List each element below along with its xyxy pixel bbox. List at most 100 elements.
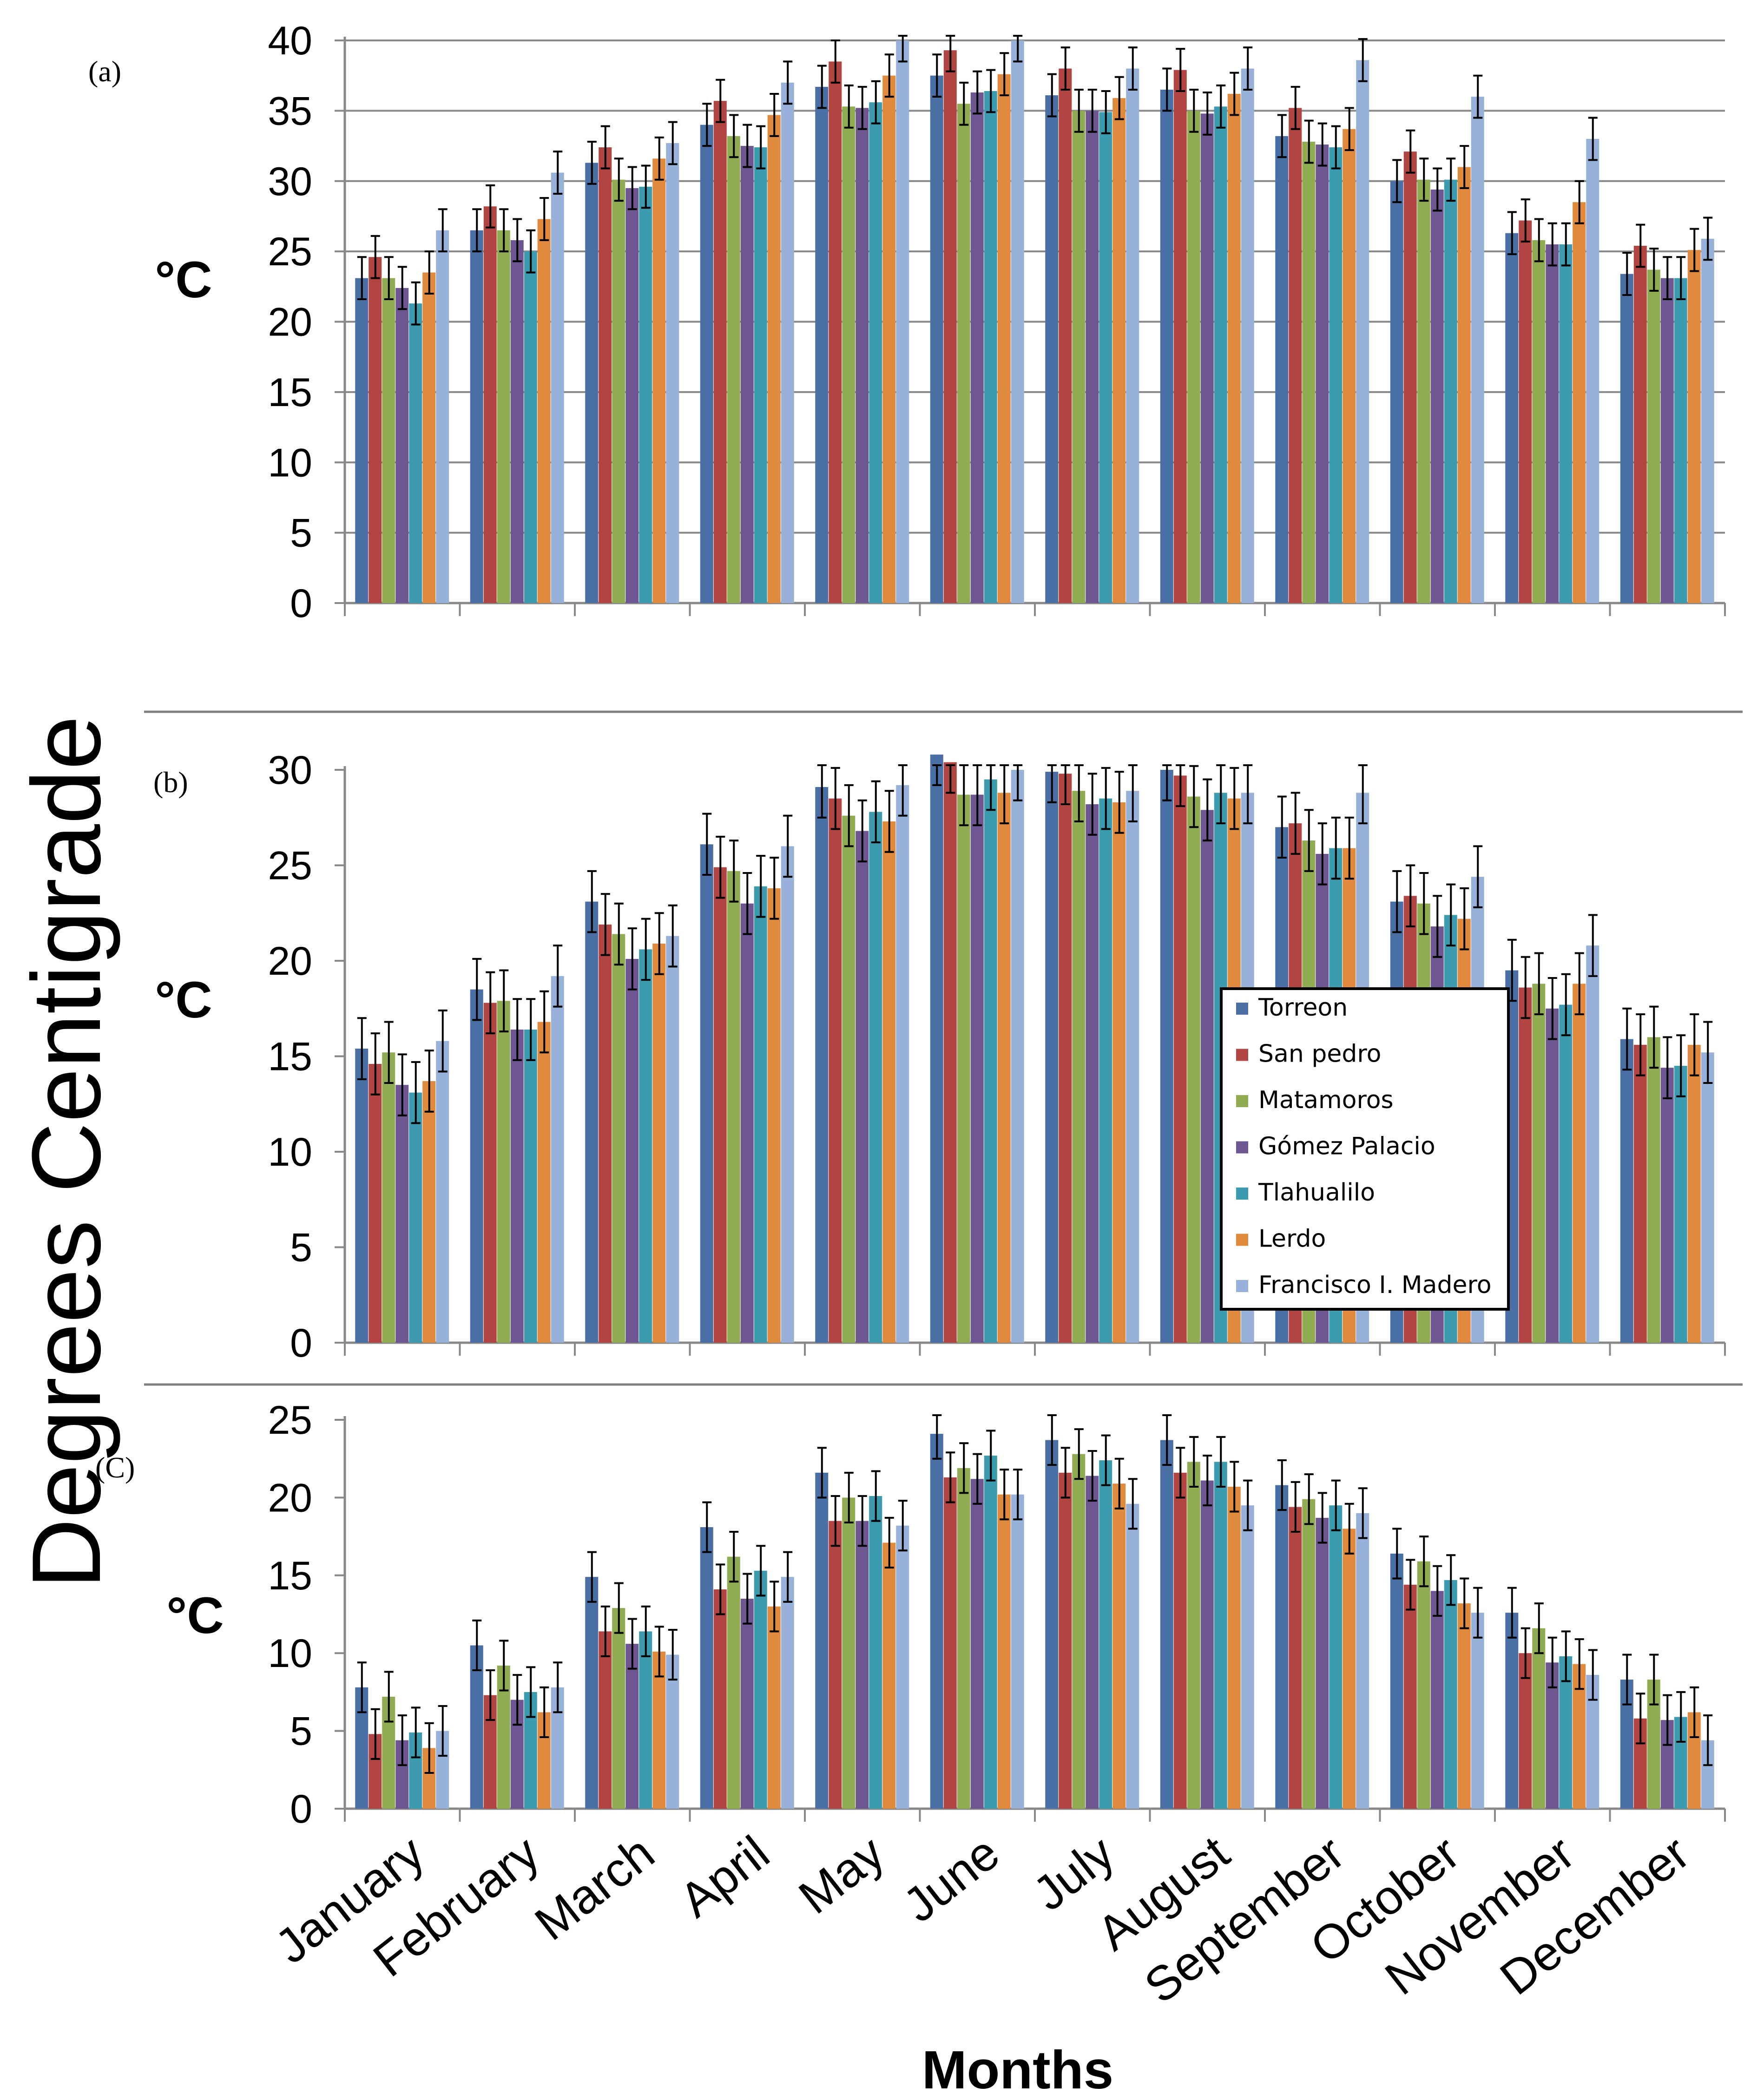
bar-2-san-pedro-3 [713, 867, 727, 1343]
bar-1-g-mez-palacio-6 [1086, 111, 1099, 603]
bar-2-tlahualilo-6 [1099, 798, 1112, 1343]
bar-1-san-pedro-10 [1519, 220, 1532, 603]
shared-y-axis-title: Degrees Centigrade [12, 715, 121, 1588]
bar-1-g-mez-palacio-1 [510, 240, 524, 603]
y-unit-label: °C [155, 971, 212, 1029]
bar-1-torreon-4 [815, 86, 829, 604]
legend: Torreon San pedro Matamoros Gómez Palacio Tl… [1220, 987, 1510, 1311]
bar-1-francisco-i-madero-11 [1701, 238, 1714, 603]
bar-2-tlahualilo-1 [524, 1029, 537, 1343]
bar-2-lerdo-11 [1687, 1044, 1701, 1343]
bar-1-san-pedro-5 [943, 50, 957, 603]
bar-1-lerdo-1 [537, 219, 551, 603]
bar-3-matamoros-7 [1187, 1462, 1200, 1809]
y-tick-label: 0 [290, 1321, 312, 1365]
legend-box [1220, 987, 1510, 1311]
bar-2-lerdo-3 [767, 888, 781, 1343]
bar-3-san-pedro-2 [599, 1631, 612, 1809]
bar-1-matamoros-10 [1532, 240, 1546, 603]
bar-2-lerdo-1 [537, 1022, 551, 1343]
bar-1-tlahualilo-4 [869, 102, 882, 604]
bar-1-tlahualilo-0 [409, 303, 422, 603]
bar-3-g-mez-palacio-5 [970, 1479, 984, 1809]
bar-2-torreon-6 [1045, 772, 1059, 1343]
legend-swatch [1236, 1188, 1248, 1200]
bar-3-torreon-2 [585, 1577, 599, 1809]
bar-2-matamoros-5 [957, 794, 970, 1343]
bar-2-matamoros-3 [727, 871, 740, 1343]
y-tick-label: 0 [290, 1787, 312, 1831]
bar-1-lerdo-0 [422, 272, 436, 603]
bar-2-tlahualilo-3 [754, 886, 767, 1343]
bar-1-torreon-9 [1390, 181, 1403, 603]
bar-3-francisco-i-madero-6 [1126, 1503, 1139, 1809]
bar-1-tlahualilo-6 [1099, 112, 1112, 604]
bar-2-torreon-11 [1620, 1039, 1633, 1343]
bar-3-francisco-i-madero-9 [1471, 1613, 1484, 1809]
y-tick-label: 25 [268, 230, 312, 274]
bar-1-torreon-3 [700, 125, 713, 603]
bar-3-matamoros-4 [842, 1497, 856, 1809]
bar-2-matamoros-7 [1187, 796, 1200, 1343]
bar-3-san-pedro-5 [943, 1477, 957, 1809]
bar-1-francisco-i-madero-4 [896, 40, 909, 603]
bar-2-san-pedro-4 [829, 798, 842, 1343]
bar-1-g-mez-palacio-8 [1316, 144, 1329, 603]
bar-3-g-mez-palacio-9 [1430, 1591, 1444, 1809]
bar-1-torreon-6 [1045, 95, 1059, 603]
y-tick-label: 10 [268, 440, 312, 485]
bar-2-francisco-i-madero-5 [1011, 770, 1024, 1343]
bar-1-lerdo-6 [1112, 98, 1126, 604]
bar-2-san-pedro-6 [1059, 774, 1072, 1343]
bar-3-torreon-10 [1505, 1613, 1519, 1809]
bar-1-matamoros-1 [497, 230, 510, 603]
bar-1-francisco-i-madero-1 [551, 172, 564, 604]
bar-1-torreon-1 [470, 230, 483, 603]
bar-1-g-mez-palacio-2 [625, 188, 639, 603]
bar-2-g-mez-palacio-11 [1660, 1068, 1674, 1343]
legend-swatch [1236, 1280, 1248, 1292]
bar-3-matamoros-9 [1417, 1561, 1430, 1809]
legend-entry: Torreon [1258, 994, 1348, 1022]
bar-1-g-mez-palacio-4 [856, 108, 869, 603]
y-tick-label: 35 [268, 89, 312, 133]
bar-3-san-pedro-6 [1059, 1472, 1072, 1809]
bar-2-francisco-i-madero-11 [1701, 1052, 1714, 1343]
y-tick-label: 10 [268, 1631, 312, 1676]
bar-1-tlahualilo-2 [639, 186, 652, 603]
bar-1-tlahualilo-9 [1444, 179, 1457, 603]
bar-1-francisco-i-madero-5 [1011, 40, 1024, 603]
bar-1-san-pedro-2 [599, 147, 612, 604]
legend-swatch [1236, 1003, 1248, 1015]
panel-1: 0 5 10 15 20 25 30 35 40 (a) °C [88, 19, 1726, 626]
bar-1-matamoros-5 [957, 104, 970, 603]
bar-3-g-mez-palacio-3 [740, 1599, 754, 1809]
bar-1-torreon-7 [1160, 89, 1173, 603]
bar-2-g-mez-palacio-7 [1200, 810, 1214, 1343]
bar-3-torreon-4 [815, 1472, 829, 1809]
bar-1-francisco-i-madero-0 [436, 230, 449, 603]
bar-1-francisco-i-madero-8 [1356, 60, 1369, 603]
bar-1-torreon-10 [1505, 233, 1519, 604]
bar-2-tlahualilo-2 [639, 949, 652, 1343]
bar-3-san-pedro-7 [1173, 1472, 1187, 1809]
bar-3-tlahualilo-9 [1444, 1580, 1457, 1809]
bar-3-torreon-1 [470, 1645, 483, 1809]
bar-1-san-pedro-7 [1173, 70, 1187, 603]
bar-1-tlahualilo-5 [984, 91, 997, 604]
bar-2-francisco-i-madero-2 [666, 936, 679, 1343]
bar-2-tlahualilo-4 [869, 812, 882, 1343]
bar-3-torreon-8 [1275, 1485, 1289, 1809]
bar-1-matamoros-2 [612, 179, 625, 603]
bar-1-san-pedro-1 [483, 206, 497, 603]
bar-2-tlahualilo-0 [409, 1092, 422, 1343]
bar-2-g-mez-palacio-3 [740, 903, 754, 1343]
bar-1-tlahualilo-7 [1214, 106, 1227, 604]
bar-1-lerdo-4 [882, 75, 896, 603]
bar-1-lerdo-11 [1687, 250, 1701, 603]
bar-3-g-mez-palacio-7 [1200, 1480, 1214, 1809]
bar-1-san-pedro-11 [1633, 246, 1647, 603]
y-tick-label: 5 [290, 1226, 312, 1270]
bar-2-francisco-i-madero-1 [551, 976, 564, 1343]
